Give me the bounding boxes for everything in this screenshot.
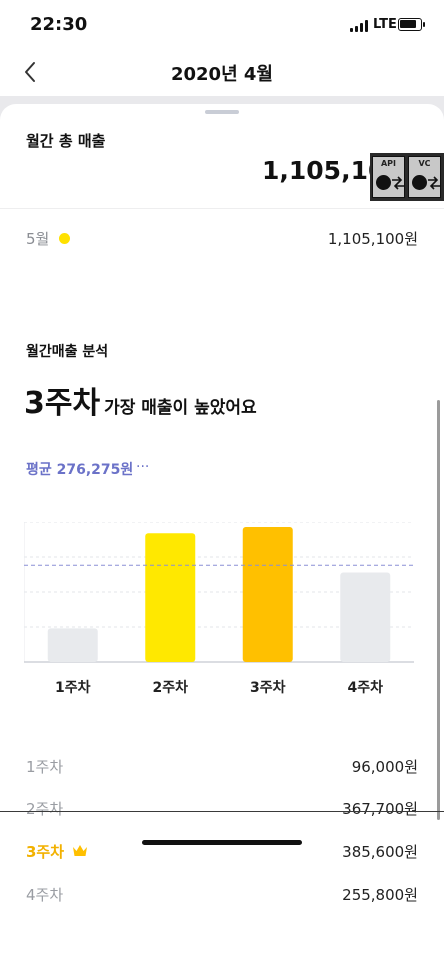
x-tick-label: 1주차 <box>55 680 91 696</box>
api-button[interactable]: API <box>372 156 405 198</box>
weekly-label: 4주차 <box>26 886 64 904</box>
month-label: 5월 <box>26 230 50 248</box>
vc-label: VC <box>418 159 431 168</box>
api-label: API <box>380 159 397 168</box>
chart-bar <box>340 572 391 662</box>
analysis-title: 월간매출 분석 <box>26 344 109 360</box>
analysis-headline: 3주차 가장 매출이 높았어요 <box>24 378 257 422</box>
x-tick-label: 3주차 <box>250 680 286 696</box>
network-label: LTE <box>373 17 397 32</box>
monthly-total-title: 월간 총 매출 <box>26 132 106 150</box>
home-indicator[interactable] <box>142 840 302 845</box>
grab-handle[interactable] <box>205 110 239 114</box>
x-tick-label: 4주차 <box>347 680 383 696</box>
bottom-sheet: 월간 총 매출 1,105,100 API VC 5월 1,105,100원 월… <box>0 104 444 960</box>
weekly-label: 3주차 <box>26 843 65 861</box>
weekly-row: 2주차 367,700원 <box>26 798 418 820</box>
scrollbar[interactable] <box>437 400 440 820</box>
weekly-row: 4주차 255,800원 <box>26 884 418 906</box>
divider <box>0 208 444 209</box>
battery-icon <box>398 18 425 31</box>
weekly-value: 367,700원 <box>342 800 418 818</box>
headline-text: 가장 매출이 높았어요 <box>104 398 257 418</box>
record-icon <box>376 175 391 190</box>
api-vc-overlay: API VC <box>370 153 444 201</box>
weekly-value: 385,600원 <box>342 843 418 861</box>
swap-arrows-icon <box>428 176 440 190</box>
weekly-label: 2주차 <box>26 800 64 818</box>
weekly-value: 96,000원 <box>351 758 418 776</box>
signal-icon <box>350 20 370 32</box>
average-label: 평균 276,275원 <box>26 462 134 478</box>
chart-bar <box>242 527 293 662</box>
divider <box>0 811 444 812</box>
chart-bar <box>145 533 196 662</box>
month-indicator-dot <box>59 233 70 244</box>
headline-week: 3주차 <box>24 386 101 421</box>
month-value: 1,105,100원 <box>327 230 418 248</box>
weekly-row-best: 3주차 385,600원 <box>26 841 418 863</box>
x-tick-label: 2주차 <box>152 680 188 696</box>
status-time: 22:30 <box>30 14 88 35</box>
crown-icon <box>73 845 87 856</box>
record-icon <box>412 175 427 190</box>
vc-button[interactable]: VC <box>408 156 441 198</box>
weekly-sales-chart: 1주차 2주차 3주차 4주차 <box>24 522 414 696</box>
weekly-value: 255,800원 <box>342 886 418 904</box>
page-title: 2020년 4월 <box>170 64 273 85</box>
status-bar: 22:30 LTE <box>0 0 444 50</box>
chart-bar <box>47 628 98 662</box>
weekly-row: 1주차 96,000원 <box>26 756 418 778</box>
swap-arrows-icon <box>392 176 404 190</box>
more-icon[interactable]: ··· <box>136 459 150 475</box>
back-icon[interactable] <box>20 60 44 84</box>
nav-bar: 2020년 4월 <box>0 50 444 96</box>
weekly-label: 1주차 <box>26 758 64 776</box>
